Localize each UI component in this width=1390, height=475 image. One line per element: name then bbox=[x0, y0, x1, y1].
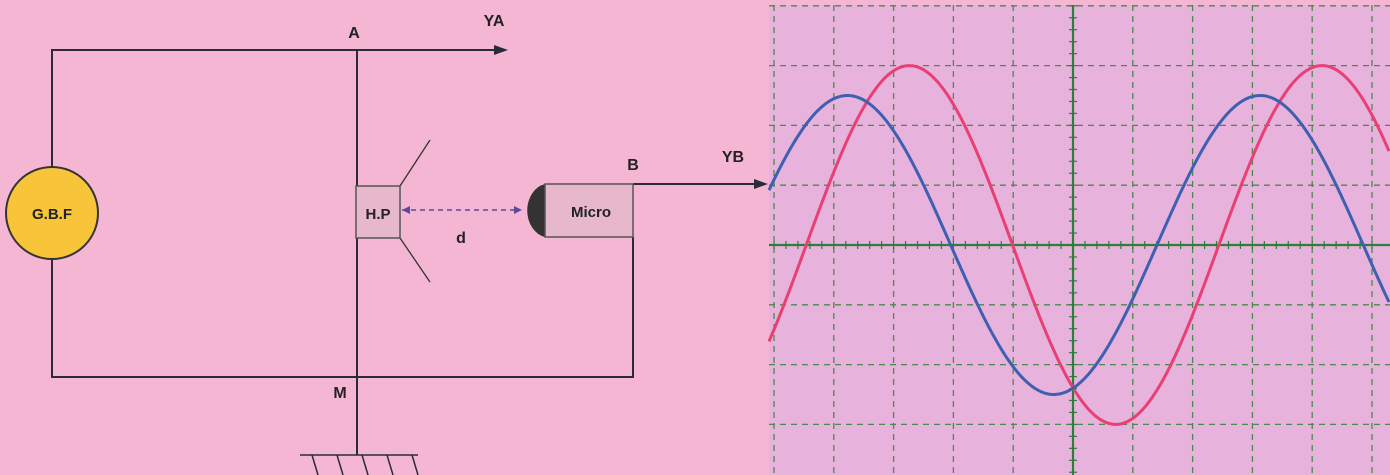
generator-symbol bbox=[5, 166, 99, 260]
distance-label: d bbox=[456, 230, 466, 247]
yb-arrowhead bbox=[754, 179, 768, 189]
trace-b-curve bbox=[767, 94, 1390, 396]
scope-background bbox=[769, 5, 1390, 475]
speaker-box bbox=[355, 185, 401, 239]
microphone-label: Micro bbox=[571, 204, 611, 221]
point-a-label: A bbox=[348, 25, 360, 42]
channel-a-label: YA bbox=[484, 13, 505, 30]
point-m-label: M bbox=[333, 385, 346, 402]
ground-symbol bbox=[300, 454, 419, 475]
distance-arrow-right bbox=[514, 206, 522, 214]
scope-grid bbox=[769, 5, 1390, 475]
ya-arrowhead bbox=[494, 45, 508, 55]
speaker-cone-bottom bbox=[399, 237, 431, 283]
generator-label: G.B.F bbox=[32, 206, 72, 223]
top-wire bbox=[51, 49, 505, 168]
scope-traces bbox=[767, 64, 1390, 426]
point-b-label: B bbox=[627, 157, 639, 174]
microphone-body bbox=[544, 183, 634, 238]
speaker-cone-top bbox=[399, 139, 431, 187]
trace-a-curve bbox=[767, 64, 1390, 426]
circuit-diagram: G.B.F H.P d Micro A YA B YB M bbox=[5, 13, 768, 475]
speaker-label: H.P bbox=[365, 206, 390, 223]
distance-arrow-left bbox=[402, 206, 410, 214]
channel-b-label: YB bbox=[722, 149, 744, 166]
oscilloscope-screen bbox=[767, 5, 1390, 475]
bottom-wire bbox=[51, 237, 634, 378]
microphone-head bbox=[527, 184, 545, 237]
